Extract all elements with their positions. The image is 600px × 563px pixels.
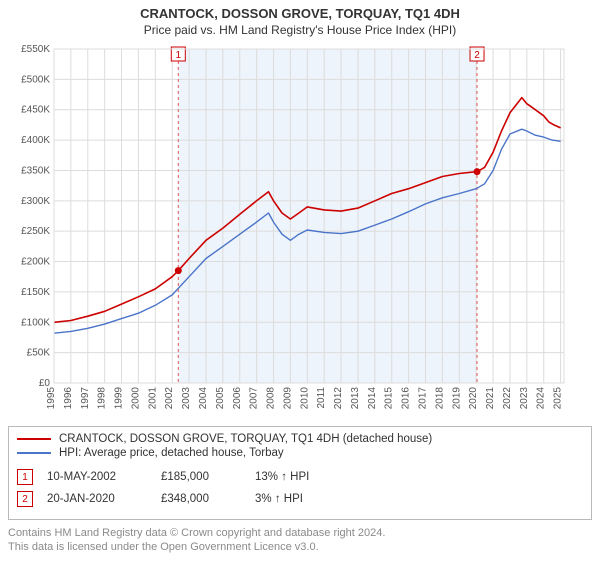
x-tick-label: 2009 — [282, 387, 293, 410]
x-tick-label: 2003 — [181, 387, 192, 410]
y-tick-label: £550K — [21, 44, 50, 55]
x-tick-label: 2021 — [485, 387, 496, 410]
line-chart-svg: £0£50K£100K£150K£200K£250K£300K£350K£400… — [8, 43, 568, 413]
chart-container: CRANTOCK, DOSSON GROVE, TORQUAY, TQ1 4DH… — [0, 0, 600, 563]
y-tick-label: £350K — [21, 165, 50, 176]
event-marker — [474, 168, 481, 175]
x-tick-label: 2006 — [232, 387, 243, 410]
y-tick-label: £200K — [21, 257, 50, 268]
y-tick-label: £150K — [21, 287, 50, 298]
footer-line-2: This data is licensed under the Open Gov… — [8, 540, 592, 554]
footer-line-1: Contains HM Land Registry data © Crown c… — [8, 526, 592, 540]
event-hpi: 3% ↑ HPI — [255, 493, 335, 505]
event-marker — [175, 267, 182, 274]
event-price: £185,000 — [161, 471, 241, 483]
x-tick-label: 2025 — [553, 387, 564, 410]
legend-series-row: HPI: Average price, detached house, Torb… — [17, 447, 583, 459]
x-tick-label: 2000 — [130, 387, 141, 410]
x-tick-label: 1997 — [80, 387, 91, 410]
footer-note: Contains HM Land Registry data © Crown c… — [8, 526, 592, 555]
x-tick-label: 1995 — [46, 387, 57, 410]
x-tick-label: 2008 — [266, 387, 277, 410]
legend-swatch — [17, 438, 51, 440]
legend-label: CRANTOCK, DOSSON GROVE, TORQUAY, TQ1 4DH… — [59, 433, 432, 445]
event-badge: 2 — [17, 491, 33, 507]
x-tick-label: 1996 — [63, 387, 74, 410]
x-tick-label: 2024 — [536, 387, 547, 410]
event-row: 2 20-JAN-2020 £348,000 3% ↑ HPI — [17, 491, 583, 507]
event-row: 1 10-MAY-2002 £185,000 13% ↑ HPI — [17, 469, 583, 485]
event-badge-text: 1 — [176, 50, 182, 61]
event-date: 10-MAY-2002 — [47, 471, 147, 483]
event-hpi: 13% ↑ HPI — [255, 471, 335, 483]
y-tick-label: £450K — [21, 105, 50, 116]
x-tick-label: 2012 — [333, 387, 344, 410]
event-badge: 1 — [17, 469, 33, 485]
y-tick-label: £500K — [21, 74, 50, 85]
x-tick-label: 2023 — [519, 387, 530, 410]
x-tick-label: 2004 — [198, 387, 209, 410]
x-tick-label: 2001 — [147, 387, 158, 410]
x-tick-label: 2005 — [215, 387, 226, 410]
y-tick-label: £50K — [27, 348, 51, 359]
x-tick-label: 1998 — [97, 387, 108, 410]
legend-swatch — [17, 452, 51, 454]
x-tick-label: 2015 — [384, 387, 395, 410]
legend-label: HPI: Average price, detached house, Torb… — [59, 447, 284, 459]
x-tick-label: 2017 — [418, 387, 429, 410]
event-price: £348,000 — [161, 493, 241, 505]
x-tick-label: 2010 — [299, 387, 310, 410]
x-tick-label: 2016 — [401, 387, 412, 410]
chart-title-1: CRANTOCK, DOSSON GROVE, TORQUAY, TQ1 4DH — [8, 6, 592, 21]
y-tick-label: £250K — [21, 226, 50, 237]
chart-title-2: Price paid vs. HM Land Registry's House … — [8, 23, 592, 37]
x-tick-label: 2018 — [434, 387, 445, 410]
x-tick-label: 2011 — [316, 387, 327, 409]
y-tick-label: £300K — [21, 196, 50, 207]
y-tick-label: £100K — [21, 317, 50, 328]
x-tick-label: 2013 — [350, 387, 361, 410]
plot-area: £0£50K£100K£150K£200K£250K£300K£350K£400… — [8, 43, 592, 418]
x-tick-label: 2002 — [164, 387, 175, 410]
legend-block: CRANTOCK, DOSSON GROVE, TORQUAY, TQ1 4DH… — [8, 426, 592, 520]
x-tick-label: 1999 — [114, 387, 125, 410]
y-tick-label: £400K — [21, 135, 50, 146]
x-tick-label: 2014 — [367, 387, 378, 410]
x-tick-label: 2007 — [249, 387, 260, 410]
event-date: 20-JAN-2020 — [47, 493, 147, 505]
x-tick-label: 2020 — [468, 387, 479, 410]
x-tick-label: 2019 — [451, 387, 462, 410]
event-badge-text: 2 — [474, 50, 480, 61]
x-tick-label: 2022 — [502, 387, 513, 410]
legend-series-row: CRANTOCK, DOSSON GROVE, TORQUAY, TQ1 4DH… — [17, 433, 583, 445]
